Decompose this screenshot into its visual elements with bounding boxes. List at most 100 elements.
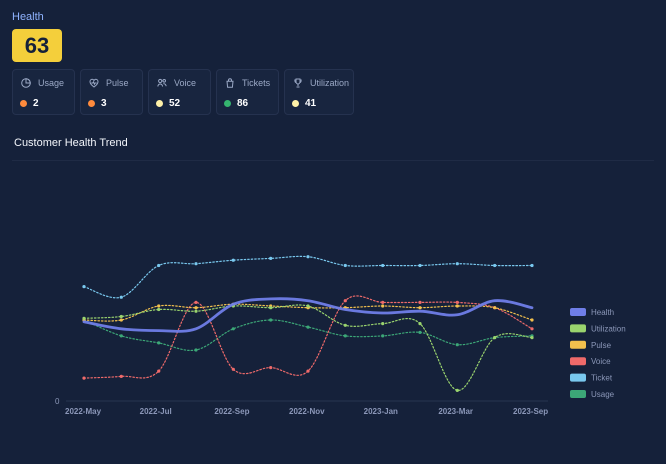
legend-swatch-health[interactable] [570,308,586,316]
data-point-pulse-2023-apr[interactable] [493,306,497,310]
data-point-pulse-2022-jul[interactable] [157,304,161,308]
legend-label-usage[interactable]: Usage [591,390,615,399]
data-point-utilization-2022-nov[interactable] [306,304,310,308]
data-point-ticket-2022-nov[interactable] [306,255,310,259]
metric-card-utilization[interactable]: Utilization 41 [284,69,354,115]
series-line-usage[interactable] [83,319,533,352]
data-point-usage-2023-mar[interactable] [455,343,459,347]
data-point-usage-2022-aug[interactable] [194,348,198,352]
metric-value-usage: 2 [33,98,39,109]
metric-card-usage[interactable]: Usage 2 [12,69,75,115]
data-point-ticket-2022-oct[interactable] [269,256,273,260]
data-point-ticket-2022-may[interactable] [82,285,86,289]
data-point-ticket-2022-sep[interactable] [231,258,235,262]
data-point-voice-2023-mar[interactable] [455,300,459,304]
legend-swatch-usage[interactable] [570,390,586,398]
data-point-utilization-2023-mar[interactable] [455,388,459,392]
data-point-voice-2022-oct[interactable] [269,366,273,370]
data-point-usage-2022-oct[interactable] [269,318,273,322]
legend-label-health[interactable]: Health [591,308,614,317]
data-point-usage-2022-dec[interactable] [343,334,347,338]
data-point-ticket-2023-feb[interactable] [418,263,422,268]
data-point-voice-2023-feb[interactable] [418,300,422,304]
data-point-ticket-2023-may[interactable] [530,263,534,268]
data-point-utilization-2022-aug[interactable] [194,309,198,313]
data-point-pulse-2022-nov[interactable] [306,306,310,310]
data-point-usage-2022-may[interactable] [82,318,86,322]
series-line-health[interactable] [82,297,534,333]
data-point-usage-2022-sep[interactable] [231,327,235,331]
data-point-voice-2022-aug[interactable] [194,300,198,304]
data-point-ticket-2022-jun[interactable] [119,295,123,299]
legend-swatch-ticket[interactable] [570,373,586,382]
legend-label-utilization[interactable]: Utilization [591,324,626,333]
bag-icon [224,77,236,89]
status-dot-tickets [224,100,231,107]
legend-label-voice[interactable]: Voice [591,357,611,366]
data-point-utilization-2023-feb[interactable] [418,322,422,326]
data-point-utilization-2022-oct[interactable] [269,306,273,310]
data-point-pulse-2023-jan[interactable] [381,304,385,308]
data-point-pulse-2023-feb[interactable] [418,306,422,310]
data-point-usage-2022-jun[interactable] [119,334,123,338]
data-point-utilization-2022-may[interactable] [82,316,86,320]
data-point-voice-2022-jul[interactable] [157,369,161,373]
y-axis-zero-label: 0 [55,397,60,406]
data-point-usage-2022-jul[interactable] [157,341,161,345]
data-point-voice-2022-may[interactable] [82,376,86,380]
data-point-pulse-2022-aug[interactable] [194,306,198,310]
data-point-utilization-2022-dec[interactable] [343,323,347,327]
trophy-icon [292,77,304,89]
series-line-pulse[interactable] [83,303,533,322]
series-line-ticket[interactable] [83,255,533,299]
metric-card-voice[interactable]: Voice 52 [148,69,211,115]
status-dot-usage [20,100,27,107]
data-point-ticket-2022-jul[interactable] [157,263,161,268]
metric-card-tickets[interactable]: Tickets 86 [216,69,279,115]
metric-label-utilization: Utilization [310,78,350,88]
data-point-utilization-2022-sep[interactable] [231,304,235,308]
data-point-utilization-2023-apr[interactable] [493,336,497,340]
data-point-utilization-2023-jan[interactable] [381,322,385,326]
x-tick-2022-sep: 2022-Sep [214,407,249,416]
legend-swatch-pulse[interactable] [570,340,586,349]
data-point-ticket-2023-mar[interactable] [455,262,459,266]
data-point-pulse-2023-mar[interactable] [455,304,459,308]
data-point-voice-2022-dec[interactable] [343,299,347,303]
series-line-utilization[interactable] [83,304,533,391]
data-point-voice-2022-nov[interactable] [306,369,310,373]
legend-label-ticket[interactable]: Ticket [591,374,613,383]
data-point-pulse-2022-oct[interactable] [269,304,273,308]
data-point-utilization-2022-jul[interactable] [157,307,161,312]
data-point-pulse-2022-jun[interactable] [119,318,123,322]
data-point-voice-2022-jun[interactable] [119,374,123,378]
data-point-ticket-2022-dec[interactable] [343,263,347,268]
data-point-ticket-2022-aug[interactable] [194,262,198,266]
data-point-voice-2023-jan[interactable] [381,300,385,304]
data-point-utilization-2023-may[interactable] [530,336,534,340]
legend-swatch-voice[interactable] [570,357,586,366]
data-point-pulse-2022-may[interactable] [82,318,86,322]
data-point-usage-2022-nov[interactable] [306,325,310,329]
metric-card-pulse[interactable]: Pulse 3 [80,69,143,115]
section-divider [12,160,654,161]
clock-icon [20,77,32,89]
data-point-pulse-2022-sep[interactable] [231,302,235,306]
data-point-ticket-2023-jan[interactable] [381,263,385,268]
data-point-voice-2023-apr[interactable] [493,306,497,310]
data-point-usage-2023-feb[interactable] [418,330,422,334]
legend-swatch-utilization[interactable] [570,324,586,333]
series-line-voice[interactable] [83,295,533,379]
legend-label-pulse[interactable]: Pulse [591,341,612,350]
data-point-usage-2023-jan[interactable] [381,334,385,338]
data-point-pulse-2022-dec[interactable] [343,306,347,310]
data-point-ticket-2023-apr[interactable] [493,263,497,268]
data-point-pulse-2023-may[interactable] [530,318,534,322]
status-dot-voice [156,100,163,107]
data-point-voice-2022-sep[interactable] [231,367,235,371]
data-point-usage-2023-apr[interactable] [493,336,497,340]
data-point-usage-2023-may[interactable] [530,334,534,338]
data-point-voice-2023-may[interactable] [530,327,534,331]
data-point-utilization-2022-jun[interactable] [119,314,123,319]
